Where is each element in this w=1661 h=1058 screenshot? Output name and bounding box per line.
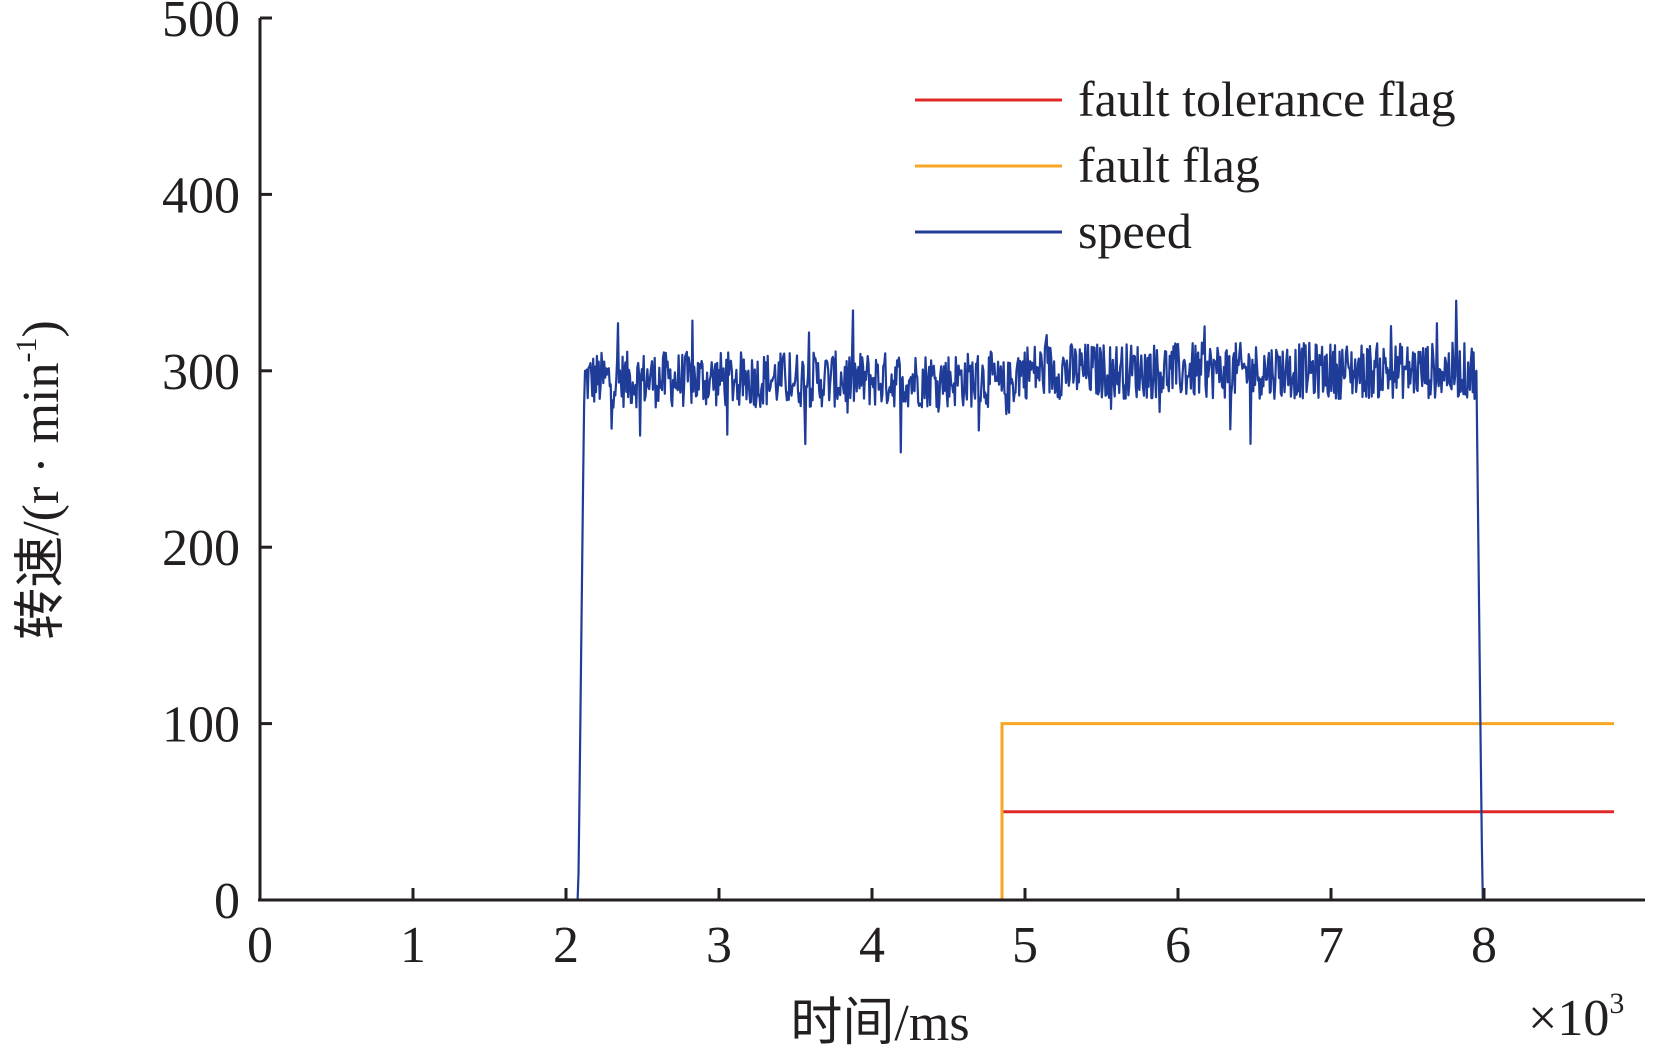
y-axis-title-main: 转速/(r · min bbox=[13, 363, 70, 640]
series-line-speed bbox=[259, 299, 1615, 902]
x-axis-multiplier-exponent: 3 bbox=[1609, 987, 1624, 1020]
y-ticks: 0 100 200 300 400 500 bbox=[162, 0, 272, 930]
x-tick-label: 1 bbox=[400, 917, 426, 974]
x-tick-label: 3 bbox=[706, 917, 732, 974]
x-tick-label: 0 bbox=[247, 917, 273, 974]
y-tick-label: 0 bbox=[214, 873, 240, 930]
x-tick-label: 4 bbox=[859, 917, 885, 974]
legend-label: fault tolerance flag bbox=[1078, 71, 1456, 127]
x-tick-label: 6 bbox=[1165, 917, 1191, 974]
y-axis-title: 转速/(r · min-1) bbox=[10, 320, 70, 640]
y-tick-label: 300 bbox=[162, 344, 240, 401]
x-tick-label: 7 bbox=[1318, 917, 1344, 974]
legend: fault tolerance flag fault flag speed bbox=[915, 71, 1456, 259]
x-ticks: 0 1 2 3 4 5 6 7 8 bbox=[247, 888, 1497, 974]
y-tick-label: 500 bbox=[162, 0, 240, 48]
series-group bbox=[259, 299, 1615, 902]
x-axis-title: 时间/ms bbox=[790, 995, 969, 1052]
legend-label: speed bbox=[1078, 203, 1192, 259]
y-tick-label: 400 bbox=[162, 167, 240, 224]
legend-label: fault flag bbox=[1078, 137, 1260, 193]
x-tick-label: 2 bbox=[553, 917, 579, 974]
x-tick-label: 5 bbox=[1012, 917, 1038, 974]
plot-area: 0 100 200 300 400 500 0 1 2 3 4 5 6 7 8 bbox=[162, 0, 1645, 974]
x-axis-multiplier: ×103 bbox=[1528, 987, 1624, 1047]
y-axis-title-close: ) bbox=[13, 320, 70, 337]
y-tick-label: 200 bbox=[162, 520, 240, 577]
y-tick-label: 100 bbox=[162, 697, 240, 754]
x-tick-label: 8 bbox=[1471, 917, 1497, 974]
series-line-fault-tolerance-flag bbox=[260, 810, 1614, 902]
x-axis-multiplier-base: ×10 bbox=[1528, 990, 1609, 1047]
y-axis-title-exponent: -1 bbox=[10, 338, 43, 363]
